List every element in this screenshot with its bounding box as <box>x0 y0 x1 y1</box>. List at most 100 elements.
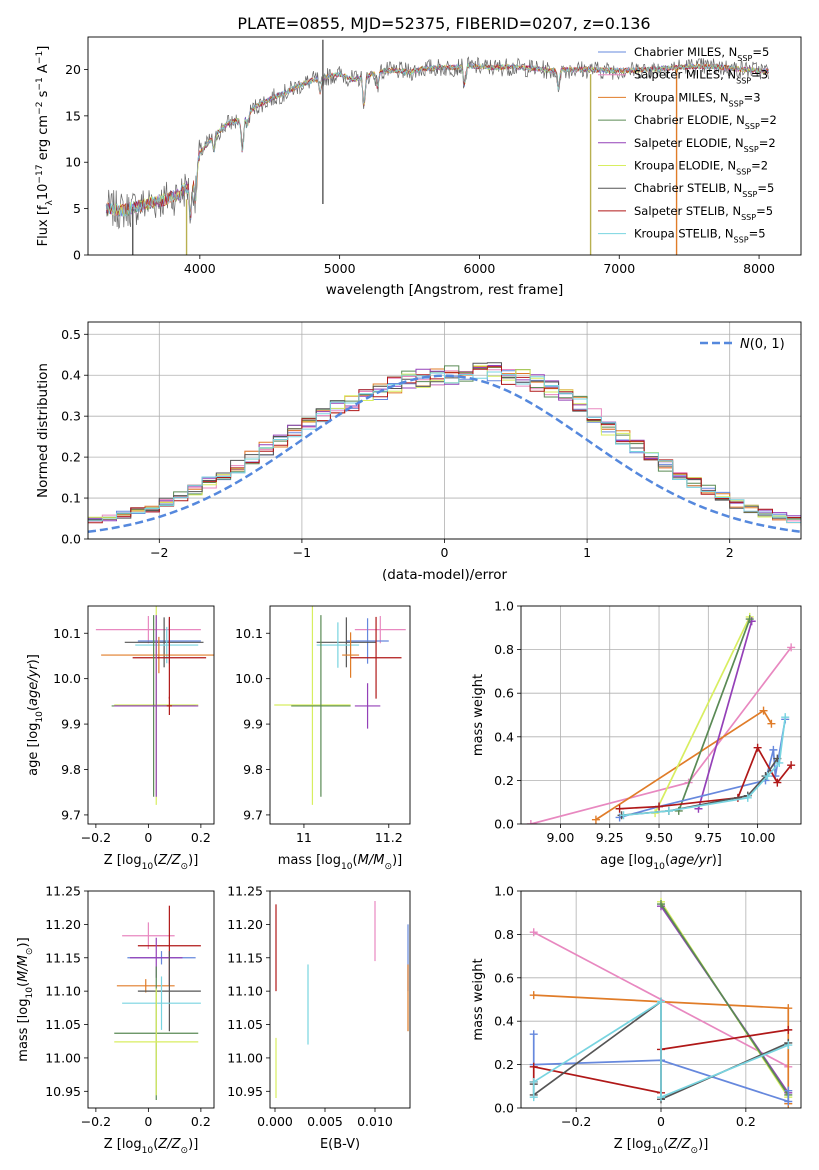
weight-marker <box>784 1025 793 1034</box>
x-tick-label: 1 <box>583 545 591 560</box>
weight-marker <box>759 706 768 715</box>
y-tick-label: 0.4 <box>61 368 81 383</box>
residual-histogram-plot <box>88 362 801 534</box>
weight-marker <box>615 804 624 813</box>
x-tick-label: 0.000 <box>257 1114 293 1129</box>
y-tick-label: 11.05 <box>45 1017 81 1032</box>
x-tick-label: −0.2 <box>81 830 111 845</box>
mass-weight-vs-z-plot <box>529 897 793 1108</box>
weight-marker <box>529 991 538 1000</box>
legend-label: Salpeter ELODIE, NSSP=2 <box>634 136 776 154</box>
weight-line <box>623 717 787 817</box>
weight-marker <box>526 820 535 824</box>
y-tick-label: 0.6 <box>494 970 514 985</box>
weight-line <box>532 1000 789 1099</box>
weight-line <box>654 616 751 814</box>
legend-label: Kroupa STELIB, NSSP=5 <box>634 227 766 245</box>
histogram-step <box>88 366 801 526</box>
y-tick-label: 10.1 <box>235 626 263 641</box>
x-tick-label: 0.005 <box>307 1114 343 1129</box>
y-tick-label: 9.9 <box>243 717 263 732</box>
axes-frame <box>87 890 215 1109</box>
x-tick-label: 11 <box>296 830 312 845</box>
legend-label: Kroupa ELODIE, NSSP=2 <box>634 159 768 177</box>
histogram-step <box>88 367 801 526</box>
mass-vs-z-panel: −0.2 0 0.2 10.95 11.00 11.05 11.10 11.15 11.20 11… <box>16 884 215 1156</box>
y-tick-label: 11.15 <box>227 950 263 965</box>
y-tick-label: 5 <box>73 201 81 216</box>
weight-line <box>619 745 792 810</box>
y-tick-label: 0.2 <box>61 450 81 465</box>
y-tick-label: 0.8 <box>494 927 514 942</box>
legend-label: N(0, 1) <box>740 337 785 352</box>
x-axis-label: Z [log10(Z/Z⊙)] <box>104 1137 199 1156</box>
y-tick-label: 11.10 <box>227 984 263 999</box>
y-tick-label: 0.8 <box>494 642 514 657</box>
weight-marker <box>743 793 752 802</box>
y-tick-label: 10.1 <box>53 626 81 641</box>
x-tick-label: −0.2 <box>81 1114 111 1129</box>
axes-frame <box>87 36 802 256</box>
weight-marker <box>787 643 796 652</box>
mass-vs-ebv-panel: 0.000 0.005 0.010 10.95 11.00 11.05 11.10 11.15… <box>227 884 411 1152</box>
y-tick-label: 20 <box>65 62 81 77</box>
y-axis-label: mass [log10(M/M⊙)] <box>16 937 35 1061</box>
y-tick-label: 0.4 <box>494 729 514 744</box>
x-tick-label: −2 <box>150 545 168 560</box>
y-tick-label: 0.0 <box>494 817 514 832</box>
histogram-step <box>88 365 801 524</box>
weight-marker <box>529 1030 538 1039</box>
y-tick-label: 0.2 <box>494 1057 514 1072</box>
legend-label: Kroupa MILES, NSSP=3 <box>634 90 761 108</box>
spectrum-panel: 4000 5000 6000 7000 8000 0 5 10 15 20 wavelength [… <box>35 36 802 298</box>
y-tick-label: 0.3 <box>61 409 81 424</box>
x-tick-label: 9.00 <box>547 830 575 845</box>
mass-vs-ebv-plot <box>275 901 409 1098</box>
y-tick-label: 10.0 <box>235 671 263 686</box>
spectrum-plot <box>105 39 770 255</box>
y-tick-label: 0.4 <box>494 1014 514 1029</box>
age-vs-mass-panel: 11 11.2 9.7 9.8 9.9 10.0 10.1 mass [log10(M/M⊙)… <box>235 605 411 872</box>
age-vs-z-panel: −0.2 0 0.2 9.7 9.8 9.9 10.0 10.1 Z [log10(Z/Z⊙)]… <box>26 605 215 872</box>
x-axis-label: (data-model)/error <box>382 567 508 583</box>
x-tick-label: −1 <box>293 545 311 560</box>
y-tick-label: 0.6 <box>494 686 514 701</box>
y-tick-label: 11.00 <box>45 1050 81 1065</box>
histogram-step <box>88 365 801 522</box>
age-vs-mass-plot <box>274 606 406 805</box>
x-tick-label: 9.25 <box>596 830 624 845</box>
y-tick-label: 11.00 <box>227 1050 263 1065</box>
x-tick-label: 0 <box>657 1114 665 1129</box>
weight-marker <box>773 778 782 787</box>
weight-marker <box>784 1004 793 1013</box>
weight-marker <box>529 1062 538 1071</box>
y-tick-label: 11.20 <box>227 917 263 932</box>
y-axis-label: mass weight <box>471 958 486 1040</box>
axes-frame <box>87 605 215 825</box>
y-tick-label: 11.25 <box>45 884 81 899</box>
histogram-step <box>88 371 801 523</box>
weight-marker <box>769 745 778 754</box>
x-tick-label: 0.2 <box>736 1114 756 1129</box>
mass-weight-vs-age-plot <box>526 612 796 824</box>
y-tick-label: 9.8 <box>61 762 81 777</box>
weight-line <box>697 621 753 809</box>
weight-marker <box>745 615 754 624</box>
x-tick-label: 10.00 <box>740 830 776 845</box>
residual-histogram-panel: −2 −1 0 1 2 0.0 0.1 0.2 0.3 0.4 0.5 (data-model)/er… <box>35 321 802 583</box>
x-tick-label: 0 <box>144 830 152 845</box>
weight-marker <box>781 713 790 722</box>
x-tick-label: −0.2 <box>561 1114 591 1129</box>
y-tick-label: 11.10 <box>45 984 81 999</box>
x-tick-label: 0.2 <box>191 830 211 845</box>
y-tick-label: 10.0 <box>53 671 81 686</box>
y-tick-label: 10 <box>65 155 81 170</box>
weight-line <box>530 646 792 824</box>
x-axis-label: wavelength [Angstrom, rest frame] <box>326 282 564 298</box>
y-tick-label: 0 <box>73 248 81 263</box>
weight-marker <box>591 815 600 824</box>
x-tick-label: 11.2 <box>375 830 403 845</box>
weight-marker <box>784 1041 793 1050</box>
y-tick-label: 10.95 <box>227 1084 263 1099</box>
